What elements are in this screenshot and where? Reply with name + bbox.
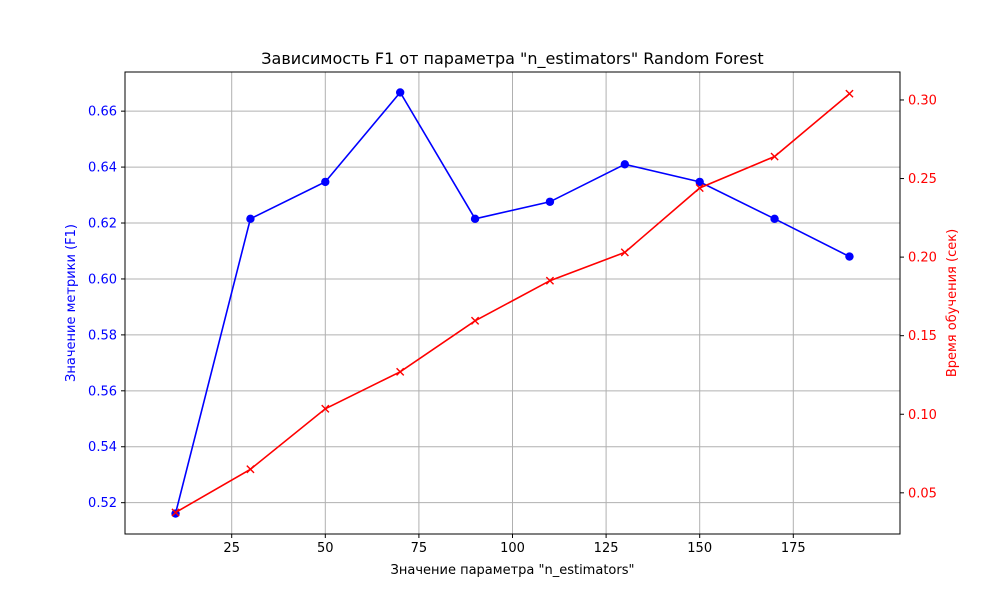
- series-left-line: [174, 91, 850, 514]
- series-right-line: [175, 93, 851, 514]
- series-left-point: [470, 214, 480, 224]
- series-left-point: [695, 177, 704, 187]
- series-left-point: [845, 252, 854, 261]
- series-left-point: [545, 197, 555, 206]
- y-axis-left: 0.52 0.54 0.56 0.58 0.60 0.62 0.64 0.66: [88, 105, 125, 511]
- series-right-point: [470, 316, 480, 325]
- grid: [125, 72, 900, 534]
- series-left-point: [620, 160, 630, 169]
- y-right-tick-label: 0.25: [908, 172, 937, 187]
- y-left-tick-label: 0.62: [88, 217, 117, 232]
- series-right-point: [545, 276, 555, 285]
- y-axis-left-label: Значение метрики (F1): [64, 224, 79, 382]
- x-tick-label: 50: [317, 541, 334, 556]
- x-axis: 25 50 75 100 125 150 175: [223, 534, 806, 556]
- y-axis-right-label: Время обучения (сек): [945, 229, 960, 377]
- series-right-point: [695, 183, 704, 193]
- x-tick-label: 100: [500, 541, 525, 556]
- x-tick-label: 175: [781, 541, 806, 556]
- y-right-tick-label: 0.15: [908, 329, 937, 344]
- series-left-point: [395, 88, 405, 97]
- y-right-tick-label: 0.05: [908, 486, 937, 501]
- x-axis-label: Значение параметра "n_estimators": [391, 563, 635, 578]
- series-right-point: [620, 248, 629, 257]
- y-right-tick-label: 0.20: [908, 251, 937, 266]
- y-left-tick-label: 0.58: [88, 328, 117, 343]
- x-tick-label: 25: [223, 541, 240, 556]
- y-left-tick-label: 0.60: [88, 272, 117, 287]
- y-right-tick-label: 0.10: [908, 408, 937, 423]
- y-right-tick-label: 0.30: [908, 93, 937, 108]
- series-left-point: [770, 214, 779, 224]
- y-left-tick-label: 0.64: [88, 161, 117, 176]
- series-right-point: [171, 508, 180, 517]
- x-tick-label: 75: [411, 541, 428, 556]
- y-left-tick-label: 0.54: [88, 440, 117, 455]
- series-right-point: [770, 152, 779, 161]
- series-right-point: [396, 367, 405, 376]
- chart-title: Зависимость F1 от параметра "n_estimator…: [261, 49, 763, 69]
- y-left-tick-label: 0.52: [88, 496, 117, 511]
- x-tick-label: 150: [687, 541, 712, 556]
- x-tick-label: 125: [594, 541, 619, 556]
- series-right-point: [246, 465, 255, 474]
- series-left-point: [321, 177, 330, 187]
- series-layer: [171, 88, 854, 518]
- y-axis-right: 0.05 0.10 0.15 0.20 0.25 0.30: [900, 93, 937, 501]
- series-left-point: [246, 214, 255, 224]
- y-left-tick-label: 0.66: [88, 105, 117, 120]
- series-right-point: [845, 89, 854, 98]
- y-left-tick-label: 0.56: [88, 384, 117, 399]
- series-right-point: [321, 404, 330, 413]
